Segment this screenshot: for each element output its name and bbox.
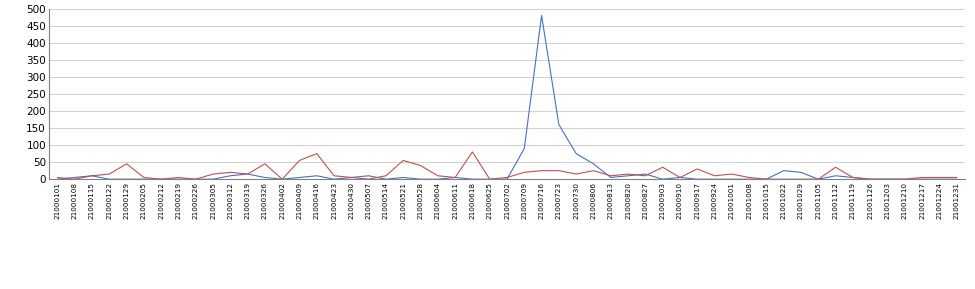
RCP8.5_2100 — [778, 177, 790, 181]
RCP4.5_2100 — [604, 176, 616, 179]
RCP8.5_2100 — [657, 166, 669, 169]
RCP8.5_2100 — [951, 176, 962, 179]
RCP8.5_2100 — [674, 176, 685, 179]
RCP4.5_2100 — [52, 177, 63, 181]
RCP4.5_2100 — [640, 172, 651, 176]
RCP8.5_2100 — [69, 177, 81, 181]
Line: RCP8.5_2100: RCP8.5_2100 — [58, 152, 956, 179]
RCP4.5_2100 — [864, 177, 876, 181]
RCP8.5_2100 — [622, 172, 634, 176]
RCP4.5_2100 — [760, 177, 772, 181]
Line: RCP4.5_2100: RCP4.5_2100 — [58, 16, 956, 179]
RCP8.5_2100 — [311, 152, 323, 155]
RCP8.5_2100 — [467, 150, 479, 154]
RCP4.5_2100 — [951, 177, 962, 181]
RCP4.5_2100 — [293, 176, 305, 179]
RCP4.5_2100 — [588, 162, 600, 166]
RCP8.5_2100 — [52, 176, 63, 179]
RCP8.5_2100 — [604, 174, 616, 177]
RCP4.5_2100 — [535, 14, 547, 17]
